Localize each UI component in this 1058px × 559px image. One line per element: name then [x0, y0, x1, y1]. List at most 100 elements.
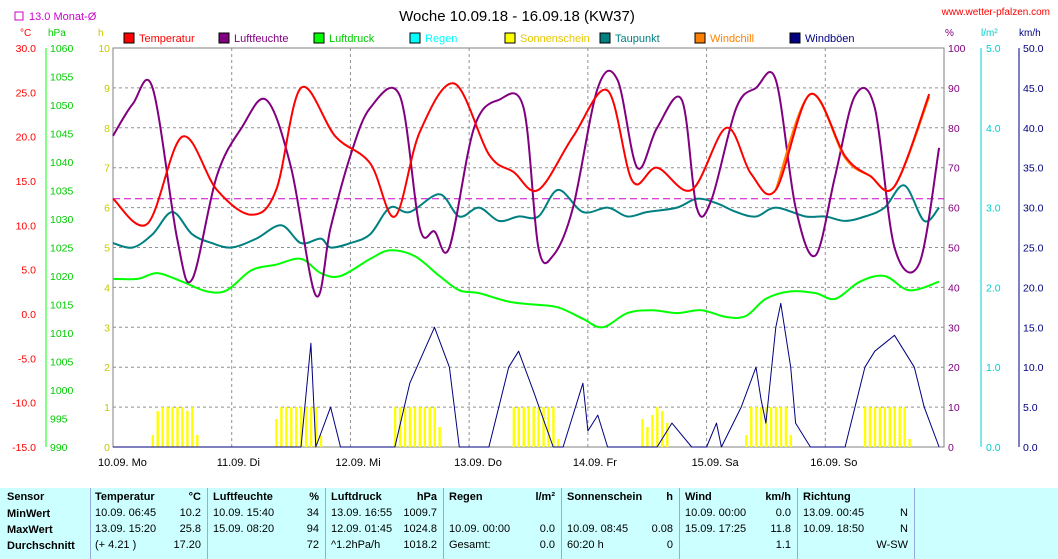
sunshine-bar [171, 407, 174, 447]
summary-cell-text: ^1.2hPa/h [331, 539, 381, 551]
legend-label-windböen: Windböen [805, 33, 855, 45]
summary-row-label: MaxWert [7, 524, 53, 536]
sunshine-bar [898, 407, 901, 447]
legend-swatch-windchill [694, 32, 706, 44]
sunshine-bar [319, 435, 323, 447]
summary-col-temperatur: Temperatur °C 10.09. 06:45 10.2 13.09. 15:20… [90, 488, 208, 559]
legend-swatch-luftdruck [313, 32, 325, 44]
legend-label-taupunkt: Taupunkt [615, 33, 660, 45]
humidity-tick-label: 80 [948, 123, 960, 135]
sunshine-bar [745, 435, 748, 447]
temp-tick-label: 30.0 [16, 43, 37, 55]
temp-tick-label: 10.0 [16, 220, 37, 232]
summary-cell-text: Gesamt: [449, 539, 491, 551]
sunshine-bar [280, 407, 283, 447]
sunshine-bar [656, 407, 659, 447]
series-line-luftdruck [112, 249, 940, 329]
sunshine-bar [517, 407, 521, 447]
rain-tick-label: 5.0 [986, 43, 1001, 55]
sunshine-bar [290, 407, 293, 447]
sunshine-bar [527, 407, 530, 447]
humidity-tick-label: 60 [948, 203, 960, 215]
sunshine-bar [156, 411, 159, 447]
summary-row-label: Durchschnitt [7, 540, 75, 552]
humidity-tick-label: 40 [948, 282, 960, 294]
wind-axis-unit: km/h [1019, 28, 1041, 39]
sunshine-bar [537, 407, 540, 447]
sunshine-bar [868, 407, 872, 447]
sun-tick-label: 0 [104, 442, 110, 454]
sunshine-bar [413, 407, 417, 447]
pressure-axis-unit: hPa [48, 28, 66, 39]
sunshine-bar [408, 407, 412, 447]
temp-tick-label: -5.0 [18, 353, 36, 365]
wind-tick-label: 10.0 [1023, 362, 1044, 374]
rain-tick-label: 3.0 [986, 203, 1001, 215]
sunshine-bar [191, 407, 194, 447]
summary-col-unit: °C [188, 491, 201, 503]
summary-cell-text: 15.09. 08:20 [213, 523, 275, 535]
summary-cell-text: (+ 4.21 ) [95, 539, 137, 551]
summary-cell-text: 10.09. 08:45 [567, 523, 629, 535]
humidity-tick-label: 30 [948, 322, 960, 334]
temp-tick-label: -10.0 [12, 398, 36, 410]
summary-cell-text: 10.09. 18:50 [803, 523, 865, 535]
summary-col-name: Luftfeuchte [213, 491, 273, 503]
legend-label-regen: Regen [425, 33, 457, 45]
summary-col-luftdruck: Luftdruck hPa 13.09. 16:55 1009.7 12.09. 01:… [326, 488, 444, 559]
summary-col-unit: km/h [765, 491, 791, 503]
temp-tick-label: 25.0 [16, 87, 37, 99]
sunshine-bar [893, 407, 896, 447]
legend-label-temperatur: Temperatur [139, 33, 195, 45]
humidity-tick-label: 20 [948, 362, 960, 374]
summary-cell-value: 11.8 [770, 523, 791, 535]
summary-col-regen: Regen l/m² 10.09. 00:00 0.0 Gesamt: 0.0 [444, 488, 562, 559]
sunshine-bar [661, 411, 664, 447]
wind-tick-label: 45.0 [1023, 83, 1044, 95]
summary-col-sonnenschein: Sonnenschein h 10.09. 08:45 0.08 60:20 h 0 [562, 488, 680, 559]
humidity-tick-label: 90 [948, 83, 960, 95]
series-line-taupunkt [112, 184, 940, 249]
summary-row-label: Sensor [7, 491, 45, 503]
humidity-axis-unit: % [945, 28, 954, 39]
summary-col-unit: % [309, 491, 319, 503]
sunshine-bar [651, 415, 654, 447]
pressure-tick-label: 1045 [50, 129, 74, 141]
sun-tick-label: 6 [104, 203, 110, 215]
sunshine-bar [314, 407, 318, 447]
sun-tick-label: 5 [104, 243, 110, 255]
sunshine-bar [774, 407, 778, 447]
temp-tick-label: 20.0 [16, 132, 37, 144]
summary-cell-text: 13.09. 16:55 [331, 507, 393, 519]
day-label: 10.09. Mo [98, 457, 147, 469]
wind-tick-label: 30.0 [1023, 203, 1044, 215]
summary-cell-value: 0.08 [651, 523, 673, 535]
summary-cell-value: W-SW [876, 539, 908, 551]
series-line-windböen [113, 302, 940, 448]
sunshine-bar [789, 435, 793, 447]
summary-cell-text: 10.09. 15:40 [213, 507, 275, 519]
pressure-tick-label: 1055 [50, 72, 74, 84]
pressure-tick-label: 1040 [50, 157, 74, 169]
sunshine-bar [903, 407, 906, 447]
wind-tick-label: 5.0 [1023, 402, 1038, 414]
summary-col-empty [915, 488, 1058, 559]
sunshine-bar [646, 427, 649, 447]
summary-row-label: MinWert [7, 508, 51, 520]
sunshine-bar [181, 407, 184, 447]
summary-cell-text: 13.09. 00:45 [803, 507, 865, 519]
sunshine-bar [641, 419, 644, 447]
legend-swatch-sonnenschein [504, 32, 516, 44]
day-label: 16.09. So [810, 457, 857, 469]
sunshine-bar [398, 407, 402, 447]
temp-tick-label: 0.0 [21, 309, 36, 321]
summary-col-richtung: Richtung 13.09. 00:45 N 10.09. 18:50 N W-SW [798, 488, 915, 559]
legend-swatch-temperatur [123, 32, 135, 44]
summary-col-unit: hPa [416, 491, 437, 503]
summary-cell-value: 25.8 [179, 523, 201, 535]
summary-col-name: Richtung [803, 491, 851, 503]
summary-cell-text: 10.09. 06:45 [95, 507, 157, 519]
sunshine-bar [908, 439, 911, 447]
wind-tick-label: 0.0 [1023, 442, 1038, 454]
sunshine-bar [403, 407, 407, 447]
